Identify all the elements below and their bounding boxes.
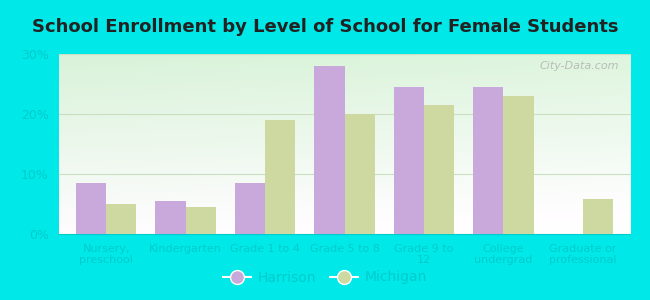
Text: School Enrollment by Level of School for Female Students: School Enrollment by Level of School for… <box>32 18 618 36</box>
Text: City-Data.com: City-Data.com <box>540 61 619 71</box>
Bar <box>315 66 344 234</box>
Bar <box>503 96 534 234</box>
Bar <box>155 201 186 234</box>
Bar <box>106 204 136 234</box>
Bar <box>424 105 454 234</box>
Bar <box>394 87 424 234</box>
Bar <box>235 183 265 234</box>
Legend: Harrison, Michigan: Harrison, Michigan <box>217 265 433 290</box>
Bar <box>583 199 613 234</box>
Bar <box>76 183 106 234</box>
Bar <box>473 87 503 234</box>
Bar <box>186 207 216 234</box>
Bar <box>265 120 295 234</box>
Bar <box>344 114 374 234</box>
